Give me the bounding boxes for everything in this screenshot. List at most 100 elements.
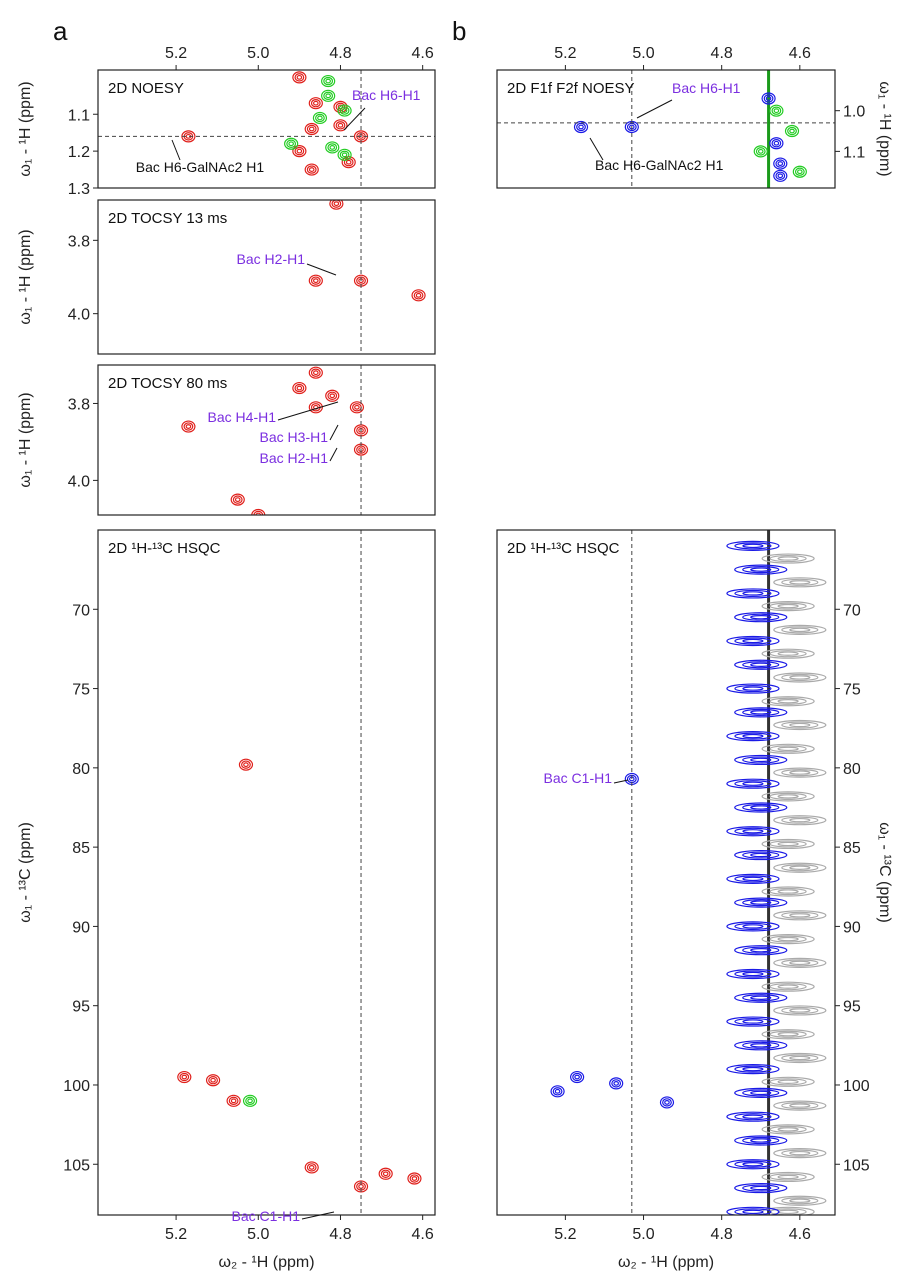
x-tick-label: 4.8 xyxy=(329,1226,351,1243)
contour xyxy=(777,603,799,609)
contour xyxy=(794,167,805,176)
x-tick-label: 4.8 xyxy=(711,45,733,62)
contour xyxy=(781,578,819,586)
contour xyxy=(734,637,772,645)
contour xyxy=(230,1098,237,1104)
contour xyxy=(308,401,323,414)
x-tick-label: 5.2 xyxy=(554,1226,576,1243)
peak xyxy=(734,897,788,908)
contour xyxy=(228,1096,239,1106)
contour xyxy=(284,137,299,150)
peak xyxy=(761,1076,815,1087)
peak xyxy=(734,992,788,1003)
frame xyxy=(97,69,436,189)
contour xyxy=(753,145,768,158)
contour xyxy=(457,283,470,294)
contour xyxy=(296,148,303,154)
contour xyxy=(321,74,336,88)
contour xyxy=(726,1016,780,1027)
peak xyxy=(333,119,348,132)
contour xyxy=(742,781,764,786)
contour xyxy=(771,139,782,148)
peak xyxy=(457,651,470,662)
contour xyxy=(761,1076,815,1087)
annotation: Bac H2-H1 xyxy=(237,251,306,267)
contour xyxy=(750,995,772,1000)
y-tick-label: 100 xyxy=(63,1078,90,1095)
contour xyxy=(750,710,772,715)
contour xyxy=(308,167,315,172)
contour xyxy=(742,1066,764,1072)
contour xyxy=(761,743,815,754)
contour xyxy=(726,683,780,694)
contour xyxy=(777,1079,799,1085)
contour xyxy=(313,370,319,376)
contour xyxy=(734,1160,772,1168)
contour xyxy=(777,746,799,752)
contour xyxy=(310,276,321,285)
annotation: Bac H3-H1 xyxy=(260,429,329,445)
peak xyxy=(226,1094,241,1107)
peak xyxy=(726,873,780,884)
peak xyxy=(726,588,780,599)
peak xyxy=(773,957,827,968)
peak xyxy=(242,1094,258,1107)
contour xyxy=(734,780,772,788)
x-axis-label: ω₂ - ¹H (ppm) xyxy=(218,1254,314,1271)
peak xyxy=(773,767,827,778)
contour xyxy=(769,1078,807,1086)
y-axis-label: ω₁ - ¹³C (ppm) xyxy=(17,822,34,923)
contour xyxy=(459,653,468,660)
contour xyxy=(777,699,799,704)
contour xyxy=(462,286,466,290)
peak xyxy=(761,791,815,802)
contour xyxy=(742,876,764,882)
x-tick-label: 4.8 xyxy=(711,1226,733,1243)
contour xyxy=(462,1204,466,1208)
contour xyxy=(761,1206,815,1215)
contour xyxy=(179,1072,190,1082)
annotation-leader xyxy=(613,779,629,784)
contour xyxy=(742,1162,764,1167)
contour xyxy=(306,1163,317,1172)
peak xyxy=(761,981,815,992)
contour xyxy=(773,140,780,146)
peak xyxy=(321,89,336,102)
y-axis-label: ω₁ - ¹H (ppm) xyxy=(17,392,34,487)
peak xyxy=(407,1172,422,1185)
contour xyxy=(773,169,788,182)
contour xyxy=(457,448,470,459)
contour xyxy=(777,651,799,656)
frame xyxy=(97,364,436,516)
peak xyxy=(761,648,815,659)
contour xyxy=(734,827,772,835)
contour xyxy=(327,143,338,152)
contour xyxy=(230,493,245,506)
contour xyxy=(773,157,788,170)
contour xyxy=(742,1136,780,1145)
contour xyxy=(742,661,780,669)
contour xyxy=(308,366,323,379)
x-tick-label: 5.2 xyxy=(165,45,187,62)
contour xyxy=(315,113,325,123)
y-axis-label: ω₁ - ¹H (ppm) xyxy=(876,81,893,176)
contour xyxy=(325,93,331,99)
contour xyxy=(742,613,780,621)
contour xyxy=(352,403,362,412)
x-tick-label: 5.2 xyxy=(554,45,576,62)
peak xyxy=(761,933,815,945)
contour xyxy=(773,577,827,588)
peak xyxy=(773,1148,827,1159)
contour xyxy=(726,968,780,980)
contour xyxy=(313,278,319,284)
peak xyxy=(734,1182,788,1194)
contour xyxy=(550,1085,565,1098)
peak xyxy=(726,540,780,551)
peak xyxy=(726,1064,780,1075)
contour xyxy=(734,1087,788,1099)
contour xyxy=(734,945,788,956)
contour xyxy=(789,960,811,966)
contour xyxy=(251,508,266,515)
contour xyxy=(210,1077,216,1083)
y-tick-label: 1.3 xyxy=(68,181,90,198)
